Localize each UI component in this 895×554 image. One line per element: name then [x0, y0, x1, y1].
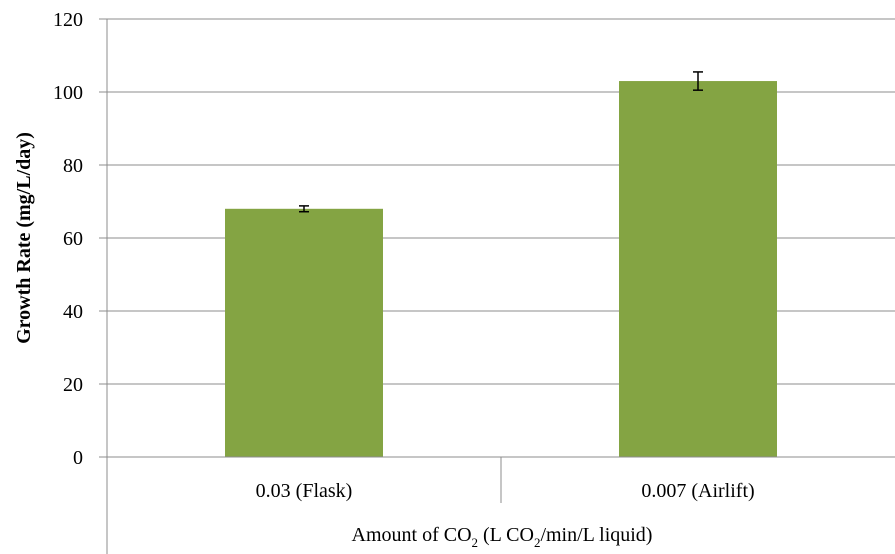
bar	[225, 208, 383, 457]
y-tick-label: 80	[63, 155, 83, 177]
y-axis-label: Growth Rate (mg/L/day)	[13, 132, 35, 344]
bars	[225, 81, 777, 458]
x-axis-label: Amount of CO2 (L CO2/min/L liquid)	[352, 524, 653, 550]
y-tick-label: 60	[63, 228, 83, 250]
y-tick-label: 120	[53, 9, 83, 31]
bar	[619, 81, 777, 458]
y-tick-label: 40	[63, 301, 83, 323]
y-tick-label: 100	[53, 82, 83, 104]
y-tick-labels: 0 20 40 60 80 100 120	[53, 9, 83, 469]
y-tick-label: 0	[73, 447, 83, 469]
x-tick-labels: 0.03 (Flask) 0.007 (Airlift)	[256, 480, 755, 502]
axes	[99, 18, 895, 554]
error-bars	[299, 71, 703, 213]
x-tick-label: 0.007 (Airlift)	[641, 480, 754, 502]
y-tick-label: 20	[63, 374, 83, 396]
x-tick-label: 0.03 (Flask)	[256, 480, 353, 502]
